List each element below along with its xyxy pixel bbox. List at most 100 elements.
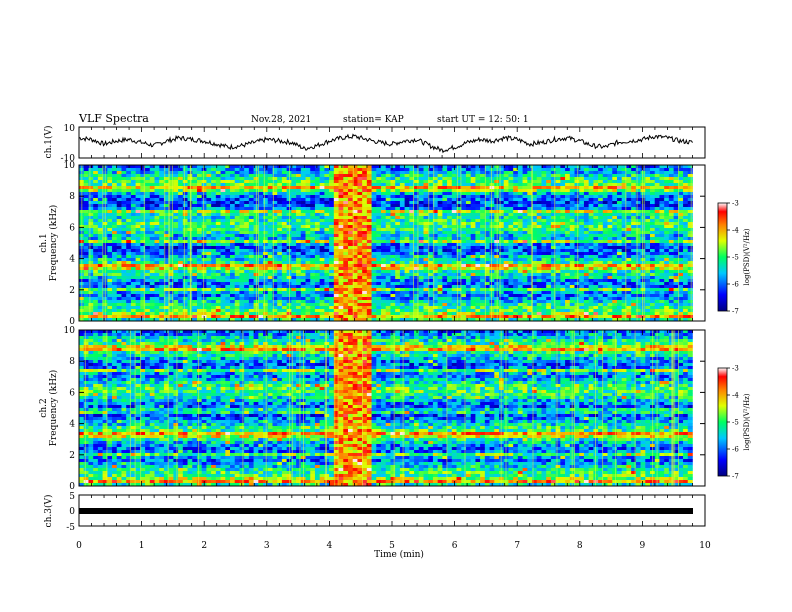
spectrogram-cell — [456, 258, 462, 262]
spectrogram-cell — [305, 174, 311, 178]
spectrogram-cell — [329, 249, 335, 253]
spectrogram-cell — [607, 255, 613, 259]
spectrogram-cell — [366, 201, 372, 205]
spectrogram-cell — [296, 216, 302, 220]
spectrogram-cell — [314, 255, 320, 259]
spectrogram-cell — [550, 207, 556, 211]
spectrogram-cell — [465, 270, 471, 274]
spectrogram-cell — [83, 261, 89, 265]
spectrogram-cell — [602, 258, 608, 262]
spectrogram-cell — [645, 264, 651, 268]
spectrogram-cell — [305, 192, 311, 196]
spectrogram-cell — [314, 264, 320, 268]
spectrogram-cell — [244, 204, 250, 208]
spectrogram-cell — [239, 222, 245, 226]
spectrogram-cell — [239, 252, 245, 256]
spectrogram-cell — [305, 201, 311, 205]
spectrogram-cell — [258, 189, 264, 193]
spectrogram-cell — [324, 252, 330, 256]
spectrogram-cell — [234, 276, 240, 280]
spectrogram-cell — [126, 207, 132, 211]
spectrogram-cell — [654, 234, 660, 238]
spectrogram-cell — [579, 171, 585, 175]
spectrogram-cell — [83, 201, 89, 205]
spectrogram-cell — [395, 195, 401, 199]
spectrogram-cell — [489, 237, 495, 241]
spectrogram-cell — [121, 219, 127, 223]
spectrogram-cell — [465, 276, 471, 280]
spectrogram-cell — [239, 246, 245, 250]
spectrogram-cell — [484, 186, 490, 190]
spectrogram-cell — [489, 270, 495, 274]
spectrogram-cell — [145, 246, 151, 250]
spectrogram-cell — [178, 171, 184, 175]
spectrogram-cell — [678, 165, 684, 169]
spectrogram-cell — [470, 168, 476, 172]
spectrogram-cell — [414, 171, 420, 175]
spectrogram-cell — [381, 192, 387, 196]
spectrogram-cell — [135, 228, 141, 232]
spectrogram-cell — [234, 267, 240, 271]
spectrogram-cell — [244, 270, 250, 274]
spectrogram-cell — [381, 249, 387, 253]
spectrogram-cell — [234, 183, 240, 187]
spectrogram-cell — [616, 228, 622, 232]
spectrogram-cell — [258, 204, 264, 208]
spectrogram-cell — [532, 177, 538, 181]
spectrogram-cell — [192, 264, 198, 268]
spectrogram-cell — [206, 228, 212, 232]
spectrogram-cell — [329, 165, 335, 169]
spectrogram-cell — [683, 204, 689, 208]
spectrogram-cell — [149, 270, 155, 274]
spectrogram-cell — [163, 279, 169, 283]
spectrogram-cell — [451, 252, 457, 256]
spectrogram-cell — [347, 243, 354, 247]
spectrogram-cell — [154, 231, 160, 235]
spectrogram-cell — [442, 243, 448, 247]
spectrogram-cell — [635, 198, 641, 202]
spectrogram-cell — [423, 180, 429, 184]
spectrogram-cell — [159, 222, 165, 226]
spectrogram-cell — [206, 279, 212, 283]
spectrogram-cell — [258, 270, 264, 274]
spectrogram-cell — [130, 246, 136, 250]
spectrogram-cell — [442, 177, 448, 181]
spectrogram-cell — [319, 213, 325, 217]
spectrogram-cell — [579, 201, 585, 205]
spectrogram-cell — [149, 258, 155, 262]
spectrogram-cell — [211, 258, 217, 262]
spectrogram-cell — [215, 210, 221, 214]
spectrogram-cell — [116, 198, 122, 202]
spectrogram-cell — [607, 222, 613, 226]
spectrogram-cell — [239, 189, 245, 193]
spectrogram-cell — [437, 237, 443, 241]
spectrogram-cell — [263, 216, 269, 220]
spectrogram-cell — [248, 189, 254, 193]
spectrogram-cell — [267, 267, 273, 271]
spectrogram-cell — [163, 168, 169, 172]
spectrogram-cell — [612, 192, 618, 196]
spectrogram-cell — [263, 198, 269, 202]
spectrogram-cell — [263, 228, 269, 232]
spectrogram-cell — [314, 216, 320, 220]
spectrogram-cell — [541, 270, 547, 274]
spectrogram-cell — [93, 168, 99, 172]
spectrogram-cell — [451, 261, 457, 265]
spectrogram-cell — [480, 180, 486, 184]
spectrogram-cell — [244, 216, 250, 220]
spectrogram-cell — [451, 240, 457, 244]
spectrogram-cell — [329, 270, 335, 274]
spectrogram-cell — [196, 207, 202, 211]
spectrogram-cell — [565, 219, 571, 223]
spectrogram-cell — [626, 204, 632, 208]
spectrogram-cell — [140, 189, 146, 193]
spectrogram-cell — [414, 216, 420, 220]
spectrogram-cell — [395, 243, 401, 247]
spectrogram-cell — [569, 171, 575, 175]
spectrogram-cell — [145, 252, 151, 256]
spectrogram-cell — [565, 180, 571, 184]
spectrogram-cell — [244, 231, 250, 235]
spectrogram-cell — [546, 228, 552, 232]
spectrogram-cell — [97, 261, 103, 265]
spectrogram-cell — [324, 174, 330, 178]
